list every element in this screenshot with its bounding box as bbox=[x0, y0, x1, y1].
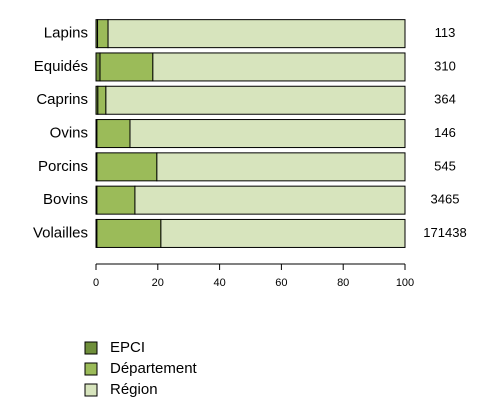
category-label: Porcins bbox=[38, 158, 88, 175]
total-label: 3465 bbox=[431, 192, 460, 207]
legend-swatch bbox=[84, 383, 98, 397]
legend-label: Département bbox=[110, 360, 198, 377]
bar-segment bbox=[97, 19, 109, 49]
x-tick-label: 40 bbox=[213, 277, 225, 289]
bar-segment bbox=[95, 52, 101, 82]
category-label: Bovins bbox=[43, 191, 88, 208]
bar-segment bbox=[160, 218, 406, 248]
total-label: 310 bbox=[434, 58, 456, 73]
legend-swatch bbox=[84, 341, 98, 355]
total-label: 113 bbox=[435, 25, 456, 40]
category-label: Equidés bbox=[34, 58, 88, 75]
total-label: 171438 bbox=[423, 225, 466, 240]
bar-segment bbox=[96, 185, 136, 215]
bar-segment bbox=[134, 185, 406, 215]
legend-swatch bbox=[84, 362, 98, 376]
category-label: Volailles bbox=[33, 224, 88, 241]
legend-label: EPCI bbox=[110, 339, 145, 356]
bar-segment bbox=[96, 218, 162, 248]
category-label: Lapins bbox=[44, 25, 88, 42]
x-tick-label: 80 bbox=[337, 277, 349, 289]
bar-segment bbox=[129, 119, 406, 149]
category-label: Ovins bbox=[50, 125, 88, 142]
bar-segment bbox=[152, 52, 406, 82]
x-tick-label: 0 bbox=[93, 277, 99, 289]
bar-segment bbox=[107, 19, 406, 49]
x-tick-label: 100 bbox=[396, 277, 414, 289]
x-tick-label: 20 bbox=[152, 277, 164, 289]
total-label: 146 bbox=[434, 125, 456, 140]
legend-label: Région bbox=[110, 381, 158, 398]
bar-segment bbox=[96, 119, 131, 149]
total-label: 364 bbox=[434, 92, 456, 107]
bar-segment bbox=[156, 152, 406, 182]
bar-segment bbox=[97, 85, 107, 115]
bar-segment bbox=[96, 152, 158, 182]
bar-segment bbox=[105, 85, 406, 115]
total-label: 545 bbox=[434, 158, 456, 173]
category-label: Caprins bbox=[36, 91, 88, 108]
x-tick-label: 60 bbox=[275, 277, 287, 289]
bar-segment bbox=[99, 52, 154, 82]
